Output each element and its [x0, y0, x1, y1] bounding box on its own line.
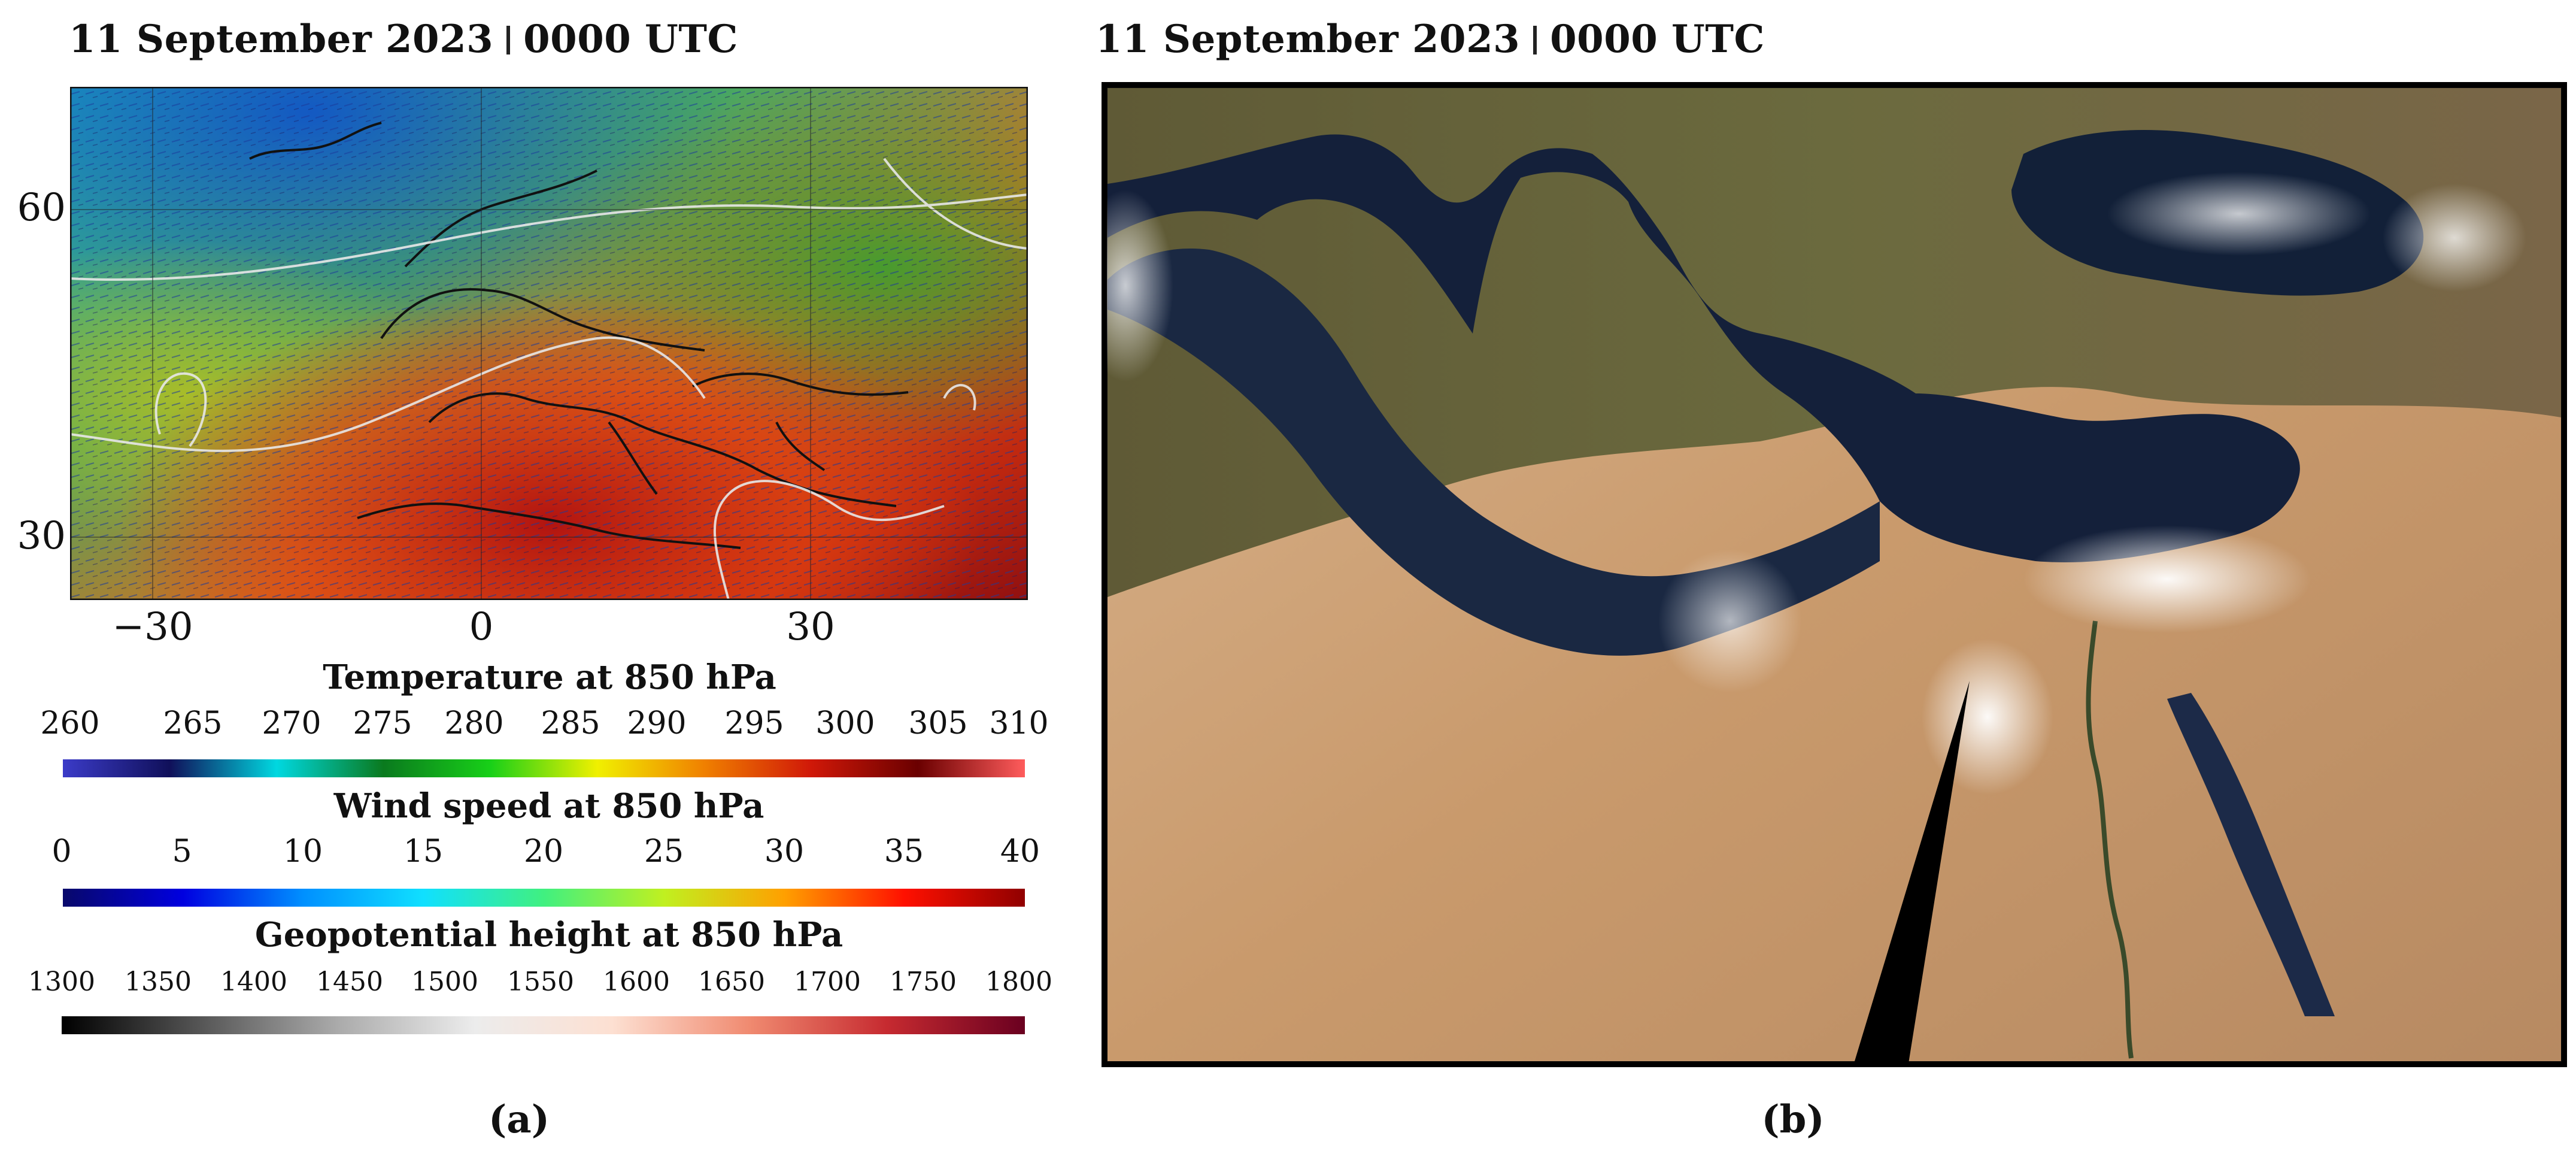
gridlines [70, 87, 1028, 600]
temperature-wind-map-svg [70, 87, 1028, 600]
wind-speed-colorbar-ticks: 0 5 10 15 20 25 30 35 40 [0, 834, 1078, 871]
colorbar-tick-label: 1600 [603, 967, 670, 997]
y-tick-label: 30 [17, 514, 66, 558]
panel-a-title: 11 September 2023 0000 UTC [69, 17, 738, 62]
x-tick-label: −30 [112, 605, 193, 649]
geopotential-colorbar [62, 1016, 1025, 1034]
colorbar-tick-label: 20 [523, 834, 564, 870]
panel-b-title: 11 September 2023 0000 UTC [1096, 17, 1765, 62]
x-tick-label: 0 [469, 605, 494, 649]
colorbar-tick-label: 300 [815, 705, 875, 741]
colorbar-tick-label: 265 [163, 705, 223, 741]
colorbar-tick-label: 10 [283, 834, 323, 870]
meteorological-map [70, 87, 1028, 600]
colorbar-tick-label: 0 [51, 834, 72, 870]
colorbar-tick-label: 15 [403, 834, 444, 870]
colorbar-tick-label: 5 [172, 834, 192, 870]
panel-a-title-time: 0000 UTC [523, 17, 738, 62]
colorbar-tick-label: 280 [444, 705, 504, 741]
x-tick-label: 30 [786, 605, 835, 649]
colorbar-tick-label: 1500 [411, 967, 478, 997]
colorbar-tick-label: 1300 [28, 967, 95, 997]
satellite-image [1102, 82, 2567, 1067]
colorbar-tick-label: 260 [40, 705, 100, 741]
colorbar-tick-label: 1750 [890, 967, 957, 997]
colorbar-tick-label: 295 [724, 705, 784, 741]
panel-a-label: (a) [488, 1097, 550, 1142]
colorbar-tick-label: 40 [1000, 834, 1040, 870]
temperature-colorbar-ticks: 260 265 270 275 280 285 290 295 300 305 … [0, 705, 1078, 743]
colorbar-tick-label: 1450 [316, 967, 383, 997]
colorbar-tick-label: 285 [541, 705, 600, 741]
temperature-colorbar-title: Temperature at 850 hPa [323, 658, 776, 697]
panel-b-label: (b) [1761, 1097, 1825, 1142]
panel-b-title-date: 11 September 2023 [1096, 17, 1521, 62]
colorbar-tick-label: 310 [989, 705, 1049, 741]
colorbar-tick-label: 1550 [507, 967, 574, 997]
colorbar-tick-label: 290 [627, 705, 687, 741]
colorbar-tick-label: 1350 [125, 967, 192, 997]
geopotential-colorbar-title: Geopotential height at 850 hPa [254, 915, 844, 955]
colorbar-tick-label: 1800 [985, 967, 1052, 997]
colorbar-tick-label: 275 [353, 705, 412, 741]
colorbar-tick-label: 1650 [698, 967, 765, 997]
colorbar-tick-label: 1400 [220, 967, 287, 997]
wind-speed-colorbar [63, 889, 1025, 907]
panel-a-title-date: 11 September 2023 [69, 17, 494, 62]
y-tick-label: 60 [17, 186, 66, 230]
colorbar-tick-label: 1700 [794, 967, 861, 997]
geopotential-contours [70, 157, 1028, 600]
colorbar-tick-label: 35 [884, 834, 924, 870]
title-separator [1533, 26, 1537, 54]
colorbar-tick-label: 25 [644, 834, 684, 870]
wind-speed-colorbar-title: Wind speed at 850 hPa [333, 786, 764, 826]
colorbar-tick-label: 30 [764, 834, 805, 870]
geopotential-colorbar-ticks: 1300 1350 1400 1450 1500 1550 1600 1650 … [0, 967, 1078, 1000]
title-separator [506, 26, 511, 54]
temperature-colorbar [63, 759, 1025, 777]
panel-b-title-time: 0000 UTC [1550, 17, 1765, 62]
satellite-image-svg [1102, 82, 2567, 1067]
coastlines [249, 122, 909, 549]
colorbar-tick-label: 305 [908, 705, 968, 741]
colorbar-tick-label: 270 [262, 705, 321, 741]
